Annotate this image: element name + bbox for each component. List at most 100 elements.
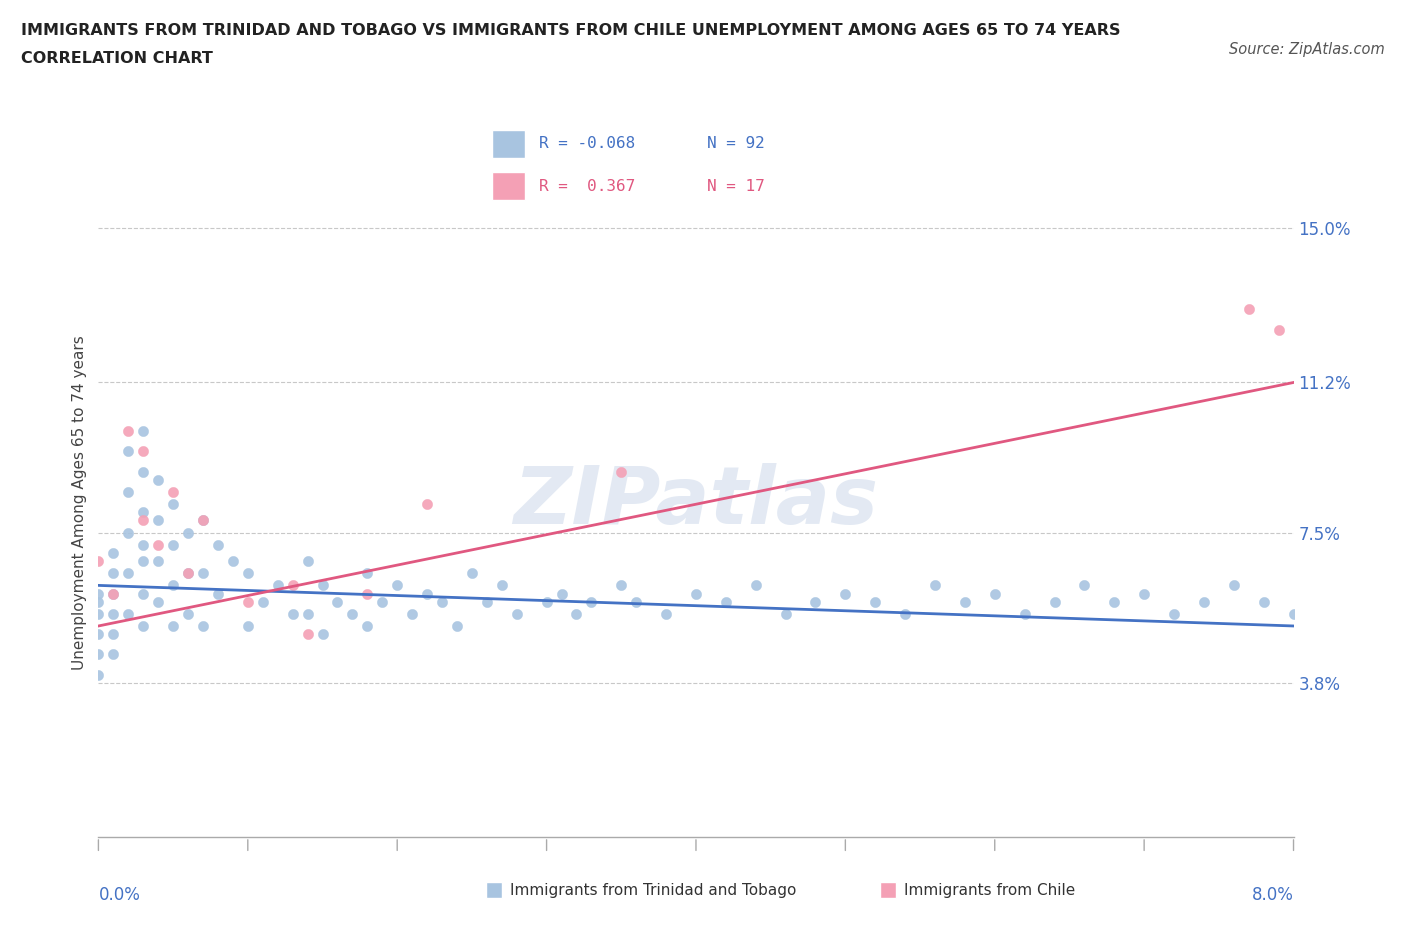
Point	[565, 606, 588, 621]
Point	[177, 606, 200, 621]
Point	[385, 578, 409, 592]
Point	[252, 594, 274, 609]
Point	[1163, 606, 1185, 621]
Point	[550, 586, 572, 601]
Text: CORRELATION CHART: CORRELATION CHART	[21, 51, 212, 66]
Point	[356, 586, 378, 601]
Point	[132, 553, 155, 568]
Text: IMMIGRANTS FROM TRINIDAD AND TOBAGO VS IMMIGRANTS FROM CHILE UNEMPLOYMENT AMONG : IMMIGRANTS FROM TRINIDAD AND TOBAGO VS I…	[21, 23, 1121, 38]
Text: Immigrants from Trinidad and Tobago: Immigrants from Trinidad and Tobago	[510, 883, 797, 897]
Point	[1282, 606, 1305, 621]
Point	[132, 586, 155, 601]
FancyBboxPatch shape	[492, 172, 526, 201]
Point	[87, 647, 110, 662]
Point	[148, 594, 170, 609]
Point	[236, 618, 259, 633]
Point	[117, 565, 139, 580]
Point	[775, 606, 797, 621]
Point	[222, 553, 245, 568]
Point	[297, 606, 319, 621]
Point	[177, 525, 200, 540]
Point	[610, 578, 633, 592]
Point	[103, 647, 125, 662]
Text: N = 17: N = 17	[707, 179, 765, 193]
Point	[191, 513, 214, 528]
Point	[162, 578, 184, 592]
Point	[430, 594, 453, 609]
Point	[148, 472, 170, 487]
Point	[103, 627, 125, 642]
Point	[356, 565, 378, 580]
Point	[132, 424, 155, 439]
Point	[371, 594, 394, 609]
Point	[506, 606, 529, 621]
Point	[1222, 578, 1246, 592]
Point	[1192, 594, 1215, 609]
Point	[132, 464, 155, 479]
Text: R =  0.367: R = 0.367	[538, 179, 636, 193]
Point	[191, 513, 214, 528]
Point	[342, 606, 364, 621]
Point	[117, 606, 139, 621]
Point	[1102, 594, 1125, 609]
Point	[162, 485, 184, 499]
Point	[834, 586, 856, 601]
Point	[87, 553, 110, 568]
Point	[461, 565, 484, 580]
Point	[87, 667, 110, 682]
Point	[148, 513, 170, 528]
Point	[863, 594, 886, 609]
Point	[132, 538, 155, 552]
FancyBboxPatch shape	[492, 130, 526, 158]
Point	[148, 553, 170, 568]
Point	[207, 538, 229, 552]
Point	[311, 627, 333, 642]
Point	[87, 594, 110, 609]
Text: 8.0%: 8.0%	[1251, 885, 1294, 904]
Point	[1073, 578, 1095, 592]
Point	[953, 594, 976, 609]
Point	[745, 578, 768, 592]
Point	[624, 594, 647, 609]
Point	[416, 586, 439, 601]
Text: N = 92: N = 92	[707, 137, 765, 152]
Point	[117, 525, 139, 540]
Point	[1253, 594, 1275, 609]
Point	[326, 594, 349, 609]
Point	[87, 606, 110, 621]
Point	[87, 627, 110, 642]
Point	[1014, 606, 1036, 621]
Point	[103, 565, 125, 580]
Point	[103, 606, 125, 621]
Y-axis label: Unemployment Among Ages 65 to 74 years: Unemployment Among Ages 65 to 74 years	[72, 335, 87, 670]
Text: Immigrants from Chile: Immigrants from Chile	[904, 883, 1076, 897]
Point	[446, 618, 468, 633]
Point	[103, 586, 125, 601]
Point	[714, 594, 737, 609]
Point	[132, 444, 155, 458]
Point	[491, 578, 513, 592]
Point	[177, 565, 200, 580]
Point	[103, 546, 125, 561]
Point	[804, 594, 827, 609]
Point	[281, 606, 304, 621]
Point	[685, 586, 707, 601]
Point	[191, 618, 214, 633]
Point	[475, 594, 498, 609]
Point	[267, 578, 290, 592]
Point	[87, 586, 110, 601]
Point	[1133, 586, 1156, 601]
Point	[162, 618, 184, 633]
Point	[311, 578, 333, 592]
Point	[162, 497, 184, 512]
Point	[207, 586, 229, 601]
Point	[103, 586, 125, 601]
Point	[581, 594, 603, 609]
Point	[148, 538, 170, 552]
Point	[236, 565, 259, 580]
Point	[356, 618, 378, 633]
Point	[610, 464, 633, 479]
Point	[655, 606, 678, 621]
Point	[297, 627, 319, 642]
Point	[401, 606, 423, 621]
